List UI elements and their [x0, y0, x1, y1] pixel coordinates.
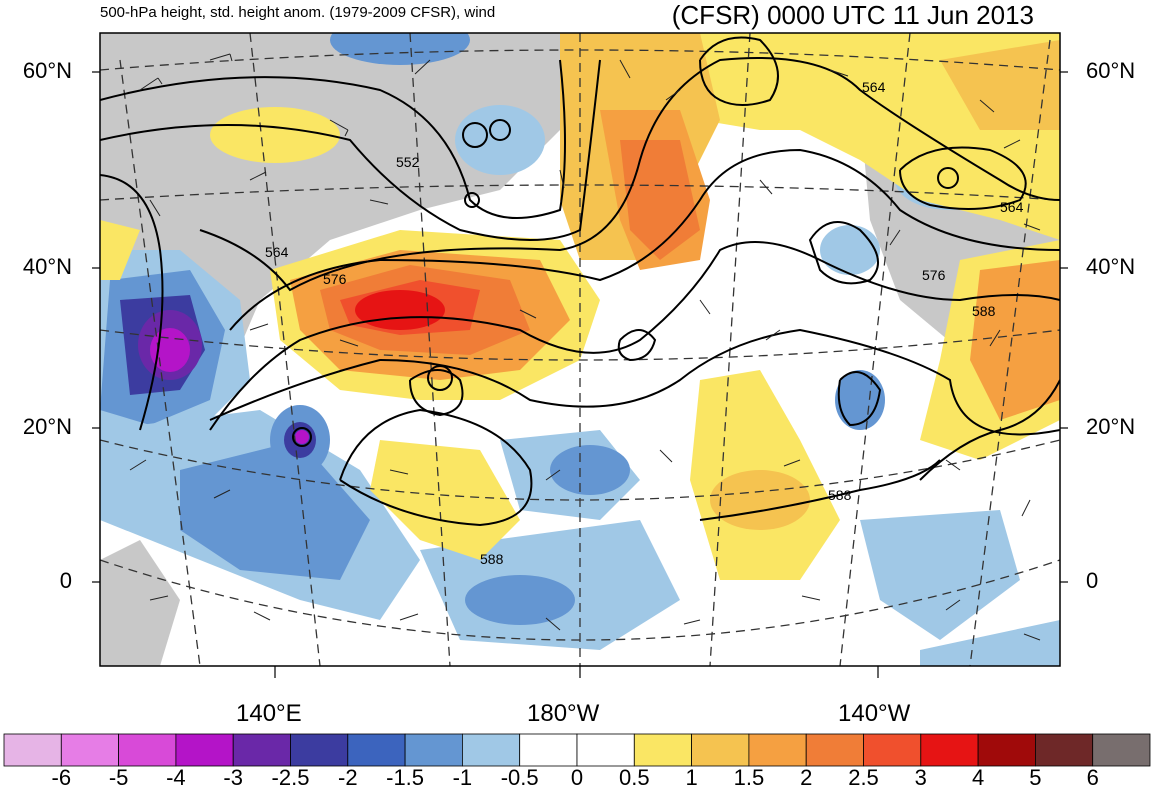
colorbar-label: -5	[109, 765, 129, 788]
lat-label-right: 40°N	[1086, 254, 1136, 279]
colorbar-label: -4	[166, 765, 186, 788]
colorbar-label: 1.5	[734, 765, 765, 788]
colorbar-label: 6	[1087, 765, 1099, 788]
colorbar-label: 3	[915, 765, 927, 788]
lon-label: 140°E	[236, 700, 302, 727]
colorbar-label: 1	[685, 765, 697, 788]
colorbar-label: -2	[338, 765, 358, 788]
colorbar-swatch	[576, 733, 635, 767]
colorbar-swatch	[60, 733, 119, 767]
contour-label: 576	[922, 267, 946, 283]
map-title: (CFSR) 0000 UTC 11 Jun 2013	[671, 0, 1034, 30]
colorbar-label: 2	[800, 765, 812, 788]
colorbar: -6 -5 -4 -3 -2.5 -2 -1.5 -1 -0.5 0 0.5 1 1.5 2 2.5 3 4 5 6	[3, 733, 1151, 788]
lat-label-left: 20°N	[22, 414, 72, 439]
colorbar-swatch	[290, 733, 349, 767]
contour-label: 564	[1000, 199, 1024, 215]
lat-label-right: 60°N	[1086, 58, 1136, 83]
map-subtitle: 500-hPa height, std. height anom. (1979-…	[100, 4, 496, 21]
colorbar-swatch	[1092, 733, 1151, 767]
colorbar-swatch	[691, 733, 750, 767]
lon-label: 140°W	[838, 700, 911, 727]
map-panel: 552 564 564 564 576 576 588 588 588	[100, 33, 1060, 666]
colorbar-swatch	[805, 733, 864, 767]
contour-label: 552	[396, 154, 420, 170]
colorbar-label: -0.5	[501, 765, 539, 788]
colorbar-label: -6	[52, 765, 72, 788]
contour-label: 564	[265, 244, 289, 260]
colorbar-label: -1.5	[386, 765, 424, 788]
lat-label-right: 0	[1086, 568, 1099, 593]
colorbar-swatch	[863, 733, 922, 767]
contour-label: 588	[972, 303, 996, 319]
colorbar-swatch	[3, 733, 62, 767]
contour-labels: 552 564 564 564 576 576 588 588 588	[265, 79, 1024, 567]
colorbar-swatch	[404, 733, 463, 767]
contour-label: 588	[828, 487, 852, 503]
colorbar-swatch	[118, 733, 177, 767]
positive-anomaly-fills	[100, 33, 1060, 580]
contour-label: 576	[323, 271, 347, 287]
colorbar-label: -1	[453, 765, 473, 788]
lat-label-left: 0	[59, 568, 72, 593]
lon-label: 180°W	[527, 700, 600, 727]
colorbar-swatch	[748, 733, 807, 767]
axis-ticks	[92, 71, 1068, 678]
colorbar-label: -3	[223, 765, 243, 788]
colorbar-swatch	[232, 733, 291, 767]
colorbar-swatch	[633, 733, 692, 767]
wind-barbs	[129, 53, 1041, 641]
colorbar-label: 5	[1029, 765, 1041, 788]
colorbar-label: -2.5	[272, 765, 310, 788]
height-contours	[100, 36, 1060, 527]
colorbar-swatch	[519, 733, 578, 767]
colorbar-swatch	[977, 733, 1036, 767]
colorbar-label: 0.5	[619, 765, 650, 788]
colorbar-label: 4	[972, 765, 984, 788]
colorbar-swatch	[920, 733, 979, 767]
colorbar-swatch	[347, 733, 406, 767]
contour-label: 564	[862, 79, 886, 95]
colorbar-label: 2.5	[848, 765, 879, 788]
lat-label-left: 60°N	[22, 58, 72, 83]
lat-label-right: 20°N	[1086, 414, 1136, 439]
contour-label: 588	[480, 551, 504, 567]
lat-label-left: 40°N	[22, 254, 72, 279]
colorbar-label: 0	[571, 765, 583, 788]
colorbar-swatch	[175, 733, 234, 767]
colorbar-swatch	[461, 733, 521, 767]
colorbar-swatch	[1035, 733, 1094, 767]
